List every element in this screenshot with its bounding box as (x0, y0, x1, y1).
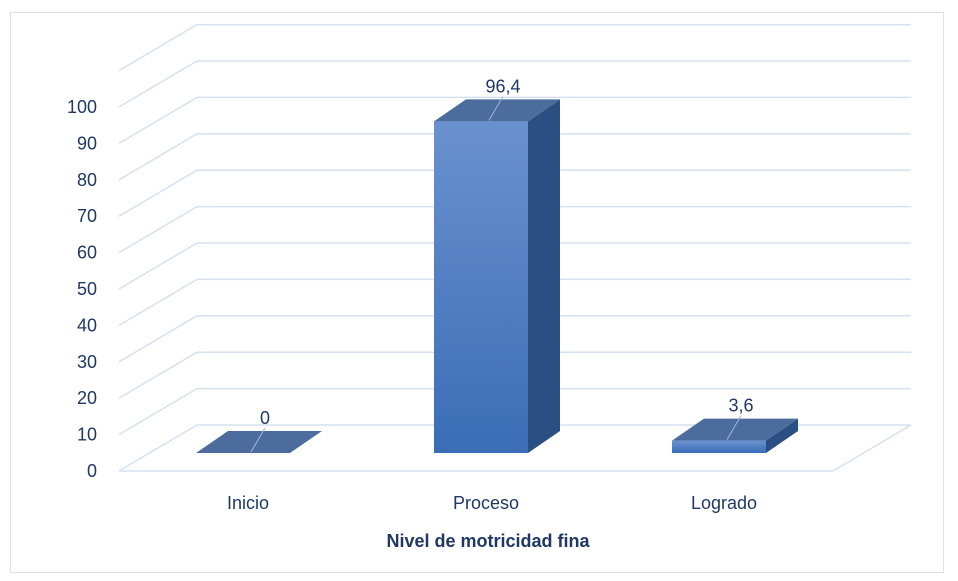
floor-edge (832, 424, 912, 472)
y-tick-label: 0 (87, 461, 97, 481)
x-category-label: Inicio (227, 493, 269, 513)
gridline-wall (118, 169, 198, 217)
bar-proceso: 96,4 (434, 76, 560, 453)
gridline-wall (118, 23, 198, 72)
y-tick-label: 90 (77, 133, 97, 153)
y-tick-label: 70 (77, 206, 97, 226)
y-tick-label: 60 (77, 243, 97, 263)
gridline-wall (118, 387, 198, 436)
y-tick-label: 20 (77, 388, 97, 408)
gridline-wall (118, 205, 198, 254)
gridline-wall (118, 315, 198, 363)
data-label-leader (726, 415, 742, 440)
data-label: 3,6 (728, 396, 753, 416)
y-tick-label: 10 (77, 425, 97, 445)
data-label: 96,4 (485, 76, 520, 96)
y-tick-label: 50 (77, 279, 97, 299)
gridline-wall (118, 424, 198, 472)
gridline-wall (118, 278, 198, 327)
bar-side-face (766, 418, 798, 453)
bars: 0 96,4 3,6 (196, 76, 798, 453)
bar-front-face (434, 121, 528, 453)
bar-chart-3d: 0 10 20 30 40 50 60 70 80 90 100 0 96,4 3,6 Inicio Pr… (67, 23, 912, 551)
bar-top-face (434, 99, 560, 122)
x-category-label: Proceso (453, 493, 519, 513)
data-label-leader (250, 427, 266, 453)
gridline-wall (118, 133, 198, 181)
bar-logrado: 3,6 (672, 396, 798, 453)
y-tick-label: 100 (67, 97, 97, 117)
chart-frame: 0 10 20 30 40 50 60 70 80 90 100 0 96,4 3,6 Inicio Pr… (10, 12, 944, 573)
y-tick-label: 30 (77, 352, 97, 372)
y-tick-label: 80 (77, 170, 97, 190)
bar-side-face (528, 99, 560, 453)
gridline-wall (118, 351, 198, 399)
bar-front-face (672, 440, 766, 453)
bar-top-face (672, 418, 798, 441)
gridline-wall (118, 60, 198, 108)
x-axis-categories: Inicio Proceso Logrado (227, 493, 757, 513)
x-category-label: Logrado (691, 493, 757, 513)
gridline-wall (118, 242, 198, 290)
x-axis-title: Nivel de motricidad fina (386, 531, 590, 551)
gridline-wall (118, 96, 198, 145)
bar-inicio: 0 (196, 408, 322, 453)
data-label-leader (488, 96, 504, 121)
data-label: 0 (260, 408, 270, 428)
y-tick-label: 40 (77, 315, 97, 335)
bar-top-face (196, 431, 322, 453)
y-axis-ticks: 0 10 20 30 40 50 60 70 80 90 100 (67, 97, 97, 481)
